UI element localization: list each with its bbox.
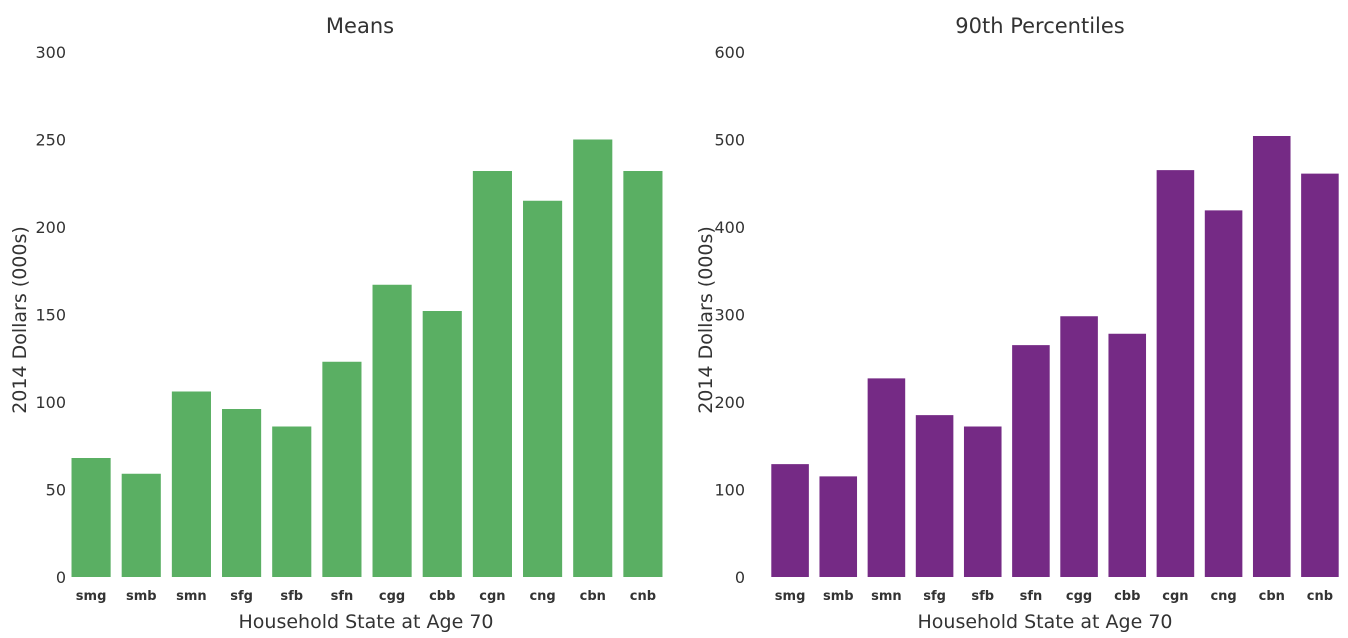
bar-cgg xyxy=(372,284,412,577)
chart-title: Means xyxy=(326,14,394,38)
bar-sfb xyxy=(272,426,312,577)
x-tick-label: smn xyxy=(176,589,207,604)
bar-cbb xyxy=(422,311,462,577)
bar-cgn xyxy=(1156,170,1195,577)
x-tick-label: sfb xyxy=(280,589,303,604)
y-tick-label: 500 xyxy=(714,131,745,150)
chart-title: 90th Percentiles xyxy=(955,14,1125,38)
bar-sfn xyxy=(322,361,362,577)
x-tick-label: sfg xyxy=(923,589,946,604)
bar-cbb xyxy=(1108,333,1147,577)
bar-smb xyxy=(121,473,161,577)
bar-cnb xyxy=(623,171,663,577)
y-tick-label: 100 xyxy=(714,481,745,500)
y-tick-label: 250 xyxy=(35,131,66,150)
x-tick-label: cgn xyxy=(1162,589,1188,604)
bar-cbn xyxy=(573,139,613,577)
x-tick-labels: smg smb smn sfg sfb sfn cgg cbb cgn cng cbn cnb xyxy=(76,589,656,604)
bar-sfn xyxy=(1012,345,1050,577)
bar-cng xyxy=(1204,210,1243,577)
y-tick-labels: 0 50 100 150 200 250 300 xyxy=(35,43,66,587)
x-tick-label: sfn xyxy=(1020,589,1043,604)
bar-sfb xyxy=(963,426,1002,577)
percentiles-chart-svg: 90th Percentiles 2014 Dollars (000s) Hou… xyxy=(695,14,1339,633)
x-tick-label: sfg xyxy=(230,589,253,604)
x-tick-label: smb xyxy=(823,589,854,604)
means-chart: Means 2014 Dollars (000s) Household Stat… xyxy=(9,14,663,633)
x-tick-label: cbn xyxy=(580,589,606,604)
means-chart-svg: Means 2014 Dollars (000s) Household Stat… xyxy=(9,14,663,633)
y-tick-label: 50 xyxy=(46,481,66,500)
x-tick-label: smg xyxy=(775,589,806,604)
x-tick-label: cgg xyxy=(379,589,405,604)
bar-smn xyxy=(867,378,906,577)
x-tick-label: cgg xyxy=(1066,589,1092,604)
y-tick-label: 300 xyxy=(35,43,66,62)
y-tick-label: 300 xyxy=(714,306,745,325)
y-tick-label: 100 xyxy=(35,393,66,412)
bar-smb xyxy=(819,476,858,577)
bar-smn xyxy=(171,391,211,577)
bar-smg xyxy=(771,464,809,577)
x-tick-label: cng xyxy=(1210,589,1236,604)
x-tick-label: smn xyxy=(871,589,902,604)
bar-cbn xyxy=(1252,136,1291,577)
bar-cgg xyxy=(1060,316,1098,577)
bar-sfg xyxy=(222,409,262,577)
y-tick-label: 200 xyxy=(35,218,66,237)
x-axis-label: Household State at Age 70 xyxy=(917,611,1172,633)
bar-sfg xyxy=(915,415,954,577)
x-tick-label: smg xyxy=(76,589,107,604)
x-tick-label: sfb xyxy=(971,589,994,604)
y-tick-label: 600 xyxy=(714,43,745,62)
y-axis-label: 2014 Dollars (000s) xyxy=(9,226,31,414)
x-tick-label: cng xyxy=(529,589,555,604)
y-tick-labels: 0 100 200 300 400 500 600 xyxy=(714,43,745,587)
y-axis-label: 2014 Dollars (000s) xyxy=(695,226,717,414)
x-tick-label: cnb xyxy=(1307,589,1333,604)
bar-cgn xyxy=(472,171,512,577)
x-tick-label: cnb xyxy=(630,589,656,604)
y-tick-label: 150 xyxy=(35,306,66,325)
y-tick-label: 0 xyxy=(56,568,66,587)
x-tick-label: sfn xyxy=(331,589,354,604)
x-tick-label: cgn xyxy=(479,589,505,604)
x-tick-labels: smg smb smn sfg sfb sfn cgg cbb cgn cng cbn cnb xyxy=(775,589,1333,604)
bars xyxy=(71,139,663,577)
x-tick-label: cbb xyxy=(1114,589,1140,604)
x-tick-label: cbn xyxy=(1259,589,1285,604)
bars xyxy=(771,136,1339,577)
x-tick-label: cbb xyxy=(429,589,455,604)
x-axis-label: Household State at Age 70 xyxy=(238,611,493,633)
y-tick-label: 200 xyxy=(714,393,745,412)
bar-cng xyxy=(523,200,563,577)
x-tick-label: smb xyxy=(126,589,157,604)
bar-smg xyxy=(71,458,111,577)
y-tick-label: 400 xyxy=(714,218,745,237)
bar-cnb xyxy=(1301,173,1339,577)
y-tick-label: 0 xyxy=(735,568,745,587)
percentiles-chart: 90th Percentiles 2014 Dollars (000s) Hou… xyxy=(674,0,1348,638)
